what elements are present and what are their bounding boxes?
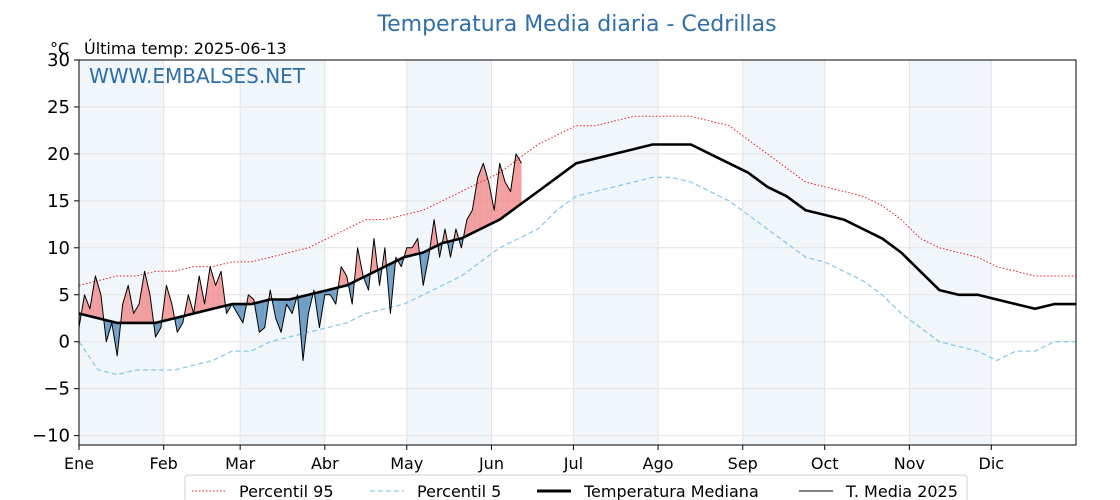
- legend-label-p95: Percentil 95: [239, 482, 334, 500]
- legend-label-p5: Percentil 5: [417, 482, 501, 500]
- x-tick-label: Ene: [64, 454, 94, 473]
- anomaly-fill: [477, 163, 484, 231]
- x-tick-label: Nov: [894, 454, 925, 473]
- y-tick-label: 15: [47, 191, 70, 212]
- month-band: [240, 60, 325, 445]
- last-temp-label: Última temp: 2025-06-13: [84, 39, 287, 58]
- legend: Percentil 95 Percentil 5 Temperatura Med…: [184, 474, 968, 500]
- x-tick-label: Abr: [311, 454, 339, 473]
- anomaly-fill: [472, 177, 478, 234]
- anomaly-fill: [139, 271, 145, 323]
- anomaly-fill: [510, 153, 517, 212]
- anomaly-fill: [412, 238, 418, 256]
- anomaly-fill: [275, 299, 282, 333]
- y-tick-label: 10: [47, 238, 70, 259]
- anomaly-fill: [237, 304, 243, 323]
- anomaly-fill: [330, 288, 336, 305]
- anomaly-fill: [210, 266, 216, 310]
- legend-box: [184, 474, 968, 500]
- anomaly-fill: [302, 294, 309, 361]
- series-lines: [78, 115, 1076, 376]
- x-tick-label: Oct: [811, 454, 839, 473]
- legend-label-median: Temperatura Mediana: [583, 482, 759, 500]
- anomaly-fill: [177, 316, 183, 333]
- y-tick-label: 5: [59, 285, 70, 306]
- y-tick-label: 30: [47, 50, 70, 71]
- y-tick-label: 20: [47, 144, 70, 165]
- x-tick-label: May: [390, 454, 423, 473]
- series-line-p5: [78, 176, 1076, 376]
- legend-label-current: T. Media 2025: [845, 482, 958, 500]
- y-tick-label: −5: [43, 379, 70, 400]
- legend-item-current: T. Media 2025: [799, 482, 958, 500]
- y-tick-label: 0: [59, 332, 70, 353]
- x-tick-label: Jul: [563, 454, 583, 473]
- legend-item-median: Temperatura Mediana: [537, 482, 759, 500]
- month-band: [909, 60, 992, 445]
- series-line-p95: [78, 115, 1076, 286]
- anomaly-fill: [166, 285, 172, 321]
- month-band: [79, 60, 164, 445]
- anomaly-fill: [286, 298, 293, 314]
- anomaly-fill: [122, 285, 129, 323]
- series-line-current: [78, 153, 522, 361]
- y-tick-label: −10: [32, 426, 70, 447]
- anomaly-fill: [341, 266, 347, 287]
- anomaly-fill: [95, 275, 101, 319]
- anomaly-fill: [144, 271, 151, 323]
- x-axis: Ene Feb Mar Abr May Jun Jul Ago Sep Oct Nov Dic: [64, 445, 1004, 473]
- anomaly-fill: [84, 294, 90, 317]
- x-tick-label: Mar: [225, 454, 256, 473]
- x-tick-label: Sep: [728, 454, 758, 473]
- x-tick-label: Ago: [643, 454, 674, 473]
- anomaly-fill: [516, 153, 522, 208]
- watermark: WWW.EMBALSES.NET: [89, 64, 306, 88]
- chart-title: Temperatura Media diaria - Cedrillas: [376, 12, 776, 37]
- x-tick-label: Dic: [979, 454, 1005, 473]
- y-tick-label: 25: [47, 97, 70, 118]
- anomaly-fill: [488, 182, 495, 225]
- anomaly-fill: [483, 163, 489, 228]
- anomaly-fill: [155, 321, 161, 338]
- x-tick-label: Jun: [478, 454, 504, 473]
- month-band: [573, 60, 659, 445]
- x-tick-label: Feb: [150, 454, 178, 473]
- legend-item-p95: Percentil 95: [192, 482, 334, 500]
- month-band: [742, 60, 825, 445]
- anomaly-fill: [215, 271, 222, 309]
- plot-frame: [78, 59, 1077, 446]
- month-bands: [79, 60, 992, 445]
- anomaly-fill: [133, 304, 140, 323]
- series-line-median: [78, 143, 1076, 325]
- anomaly-fill: [466, 210, 473, 236]
- anomaly-fill: [248, 294, 254, 305]
- y-axis: −10 −5 0 5 10 15 20 25 30: [32, 50, 79, 447]
- anomaly-fill: [505, 182, 511, 216]
- unit-label: °C: [50, 39, 69, 58]
- anomaly-fill: [259, 300, 265, 333]
- legend-item-p5: Percentil 5: [370, 482, 501, 500]
